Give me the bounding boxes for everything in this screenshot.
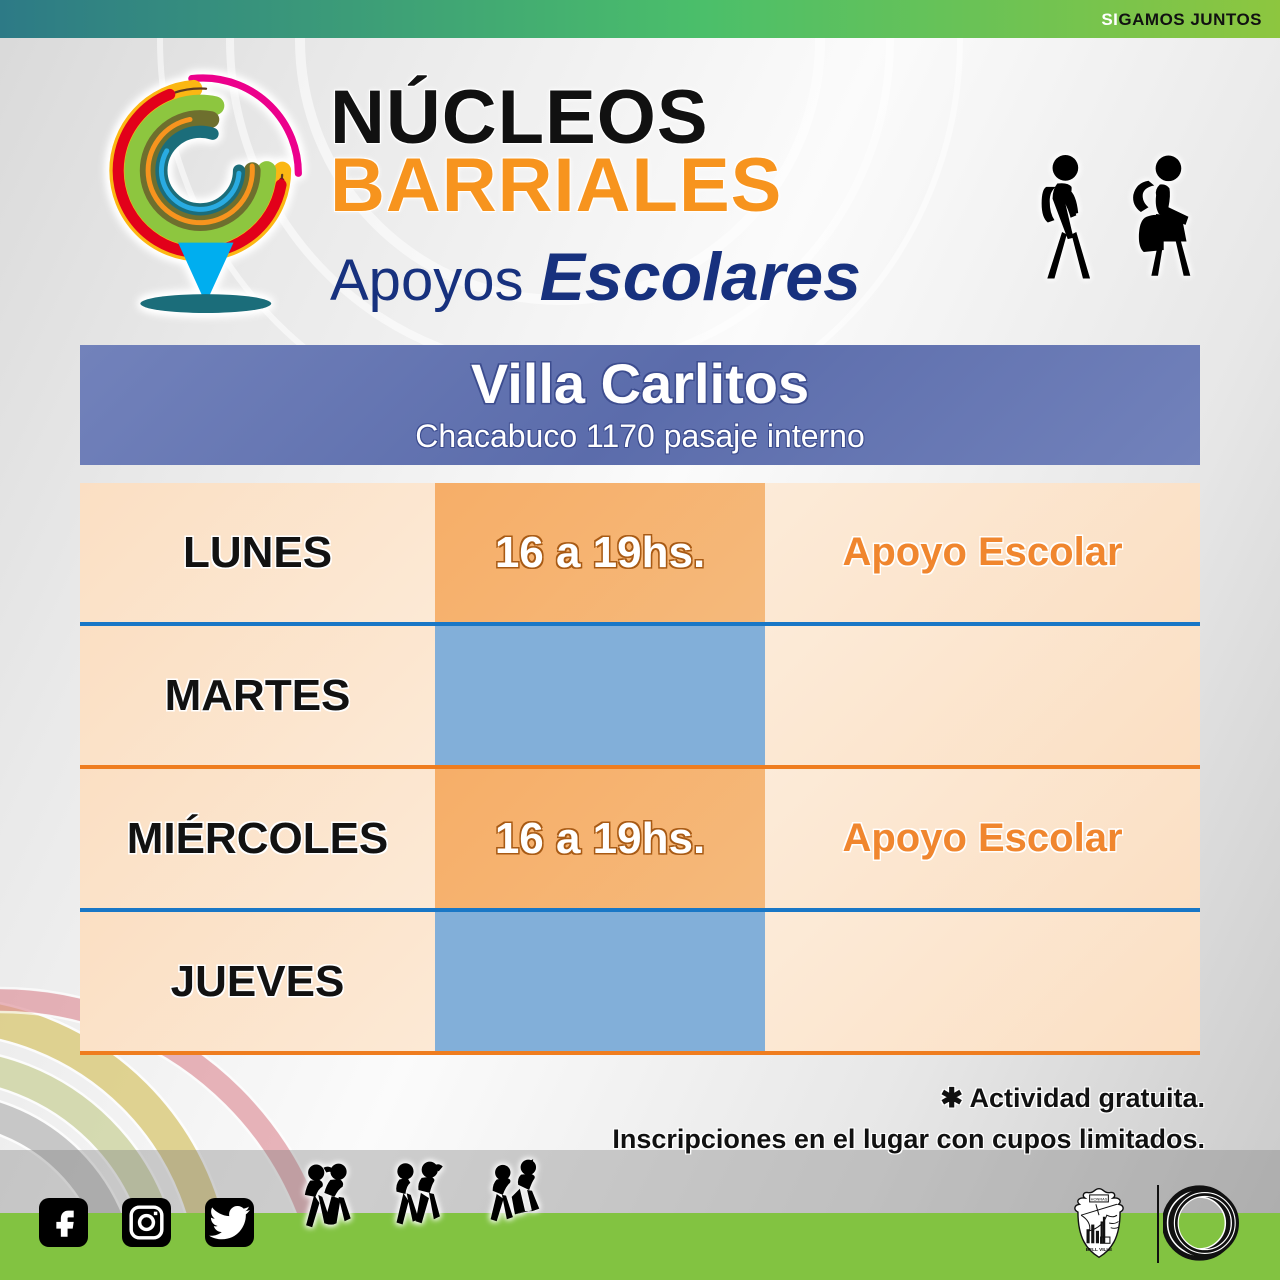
svg-text:BELL VILLE: BELL VILLE — [1086, 1247, 1113, 1252]
svg-text:HONRAS: HONRAS — [1091, 1196, 1108, 1201]
